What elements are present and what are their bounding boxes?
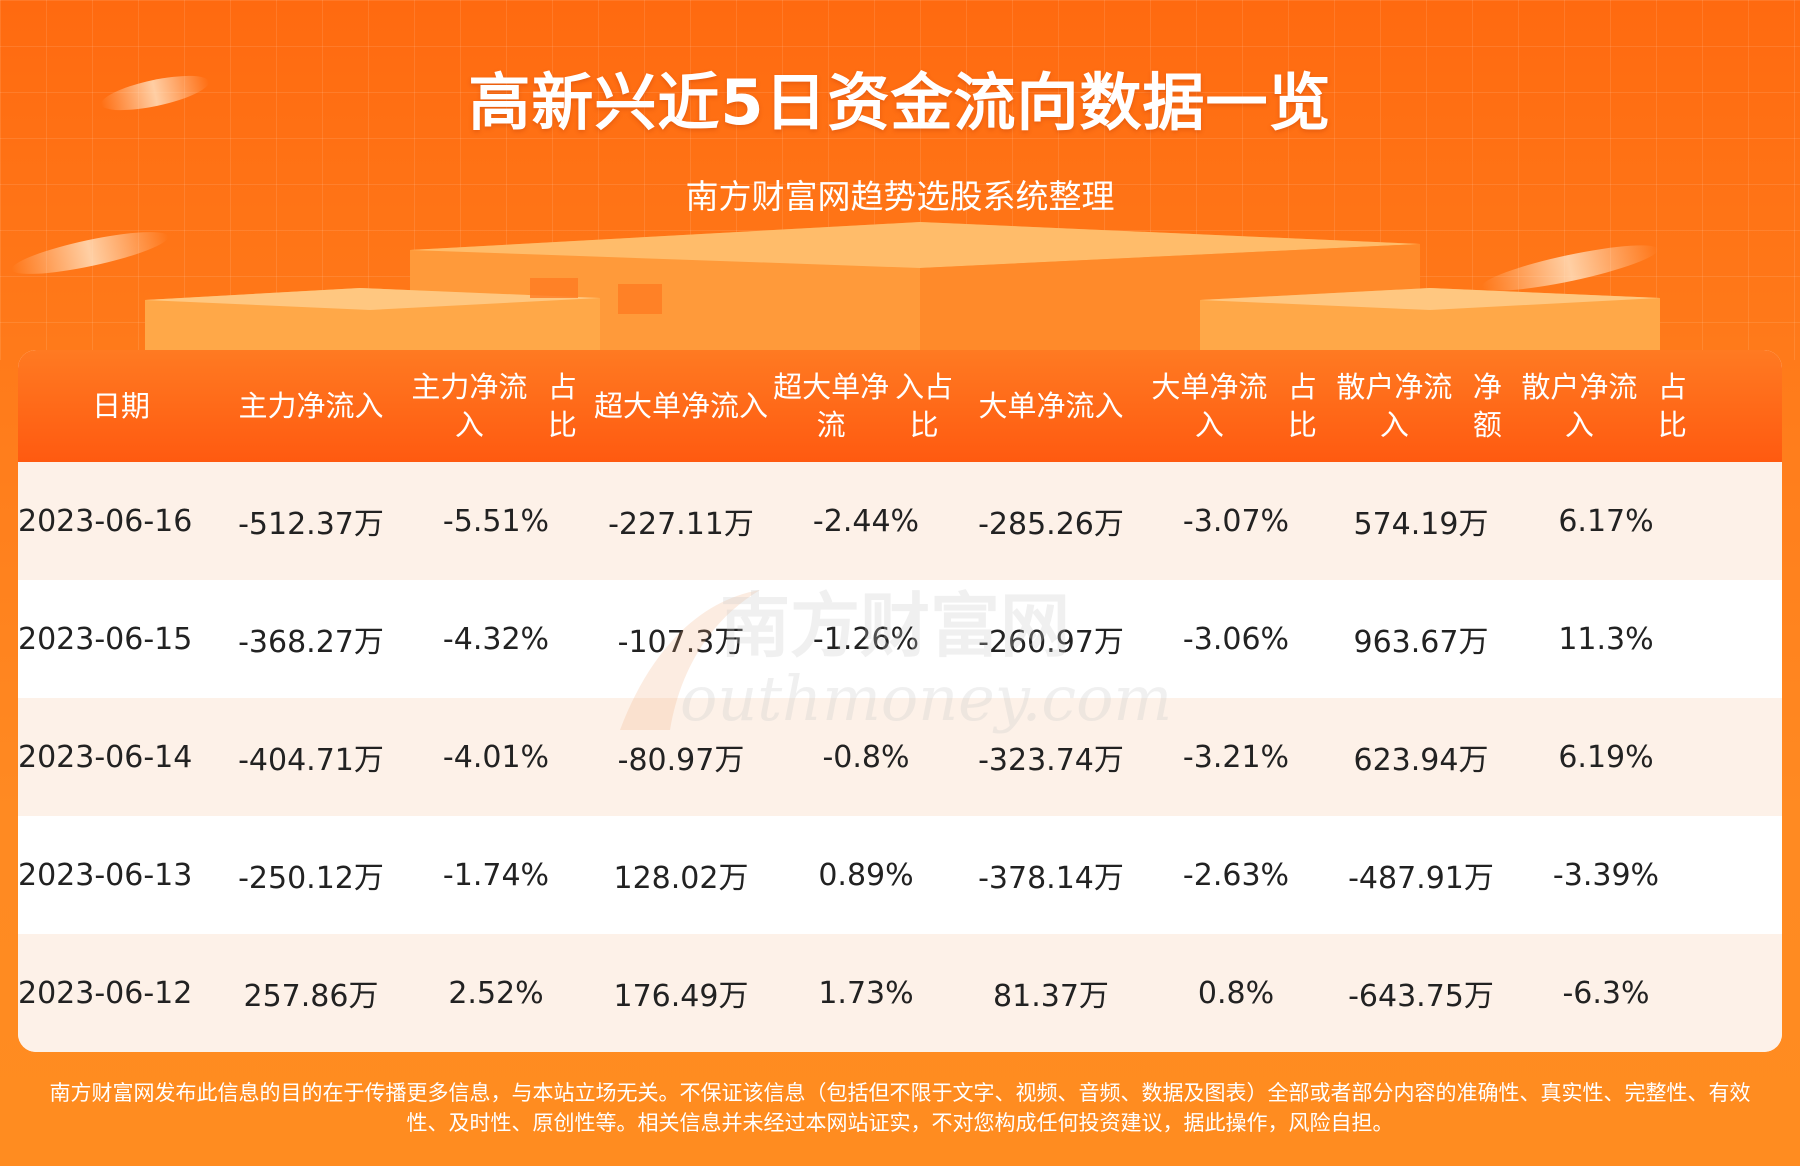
- table-cell-date: 2023-06-12: [18, 975, 193, 1011]
- table-cell: -2.44%: [812, 503, 920, 539]
- disclaimer: 南方财富网发布此信息的目的在于传播更多信息，与本站立场无关。不保证该信息（包括但…: [0, 1078, 1800, 1138]
- table-cell: -368.27万: [238, 625, 384, 660]
- table-cell: -0.8%: [822, 739, 910, 775]
- column-header: 散户净流入 占比: [1521, 370, 1687, 442]
- table-cell: 11.3%: [1558, 621, 1654, 657]
- table-cell: 81.37万: [993, 979, 1109, 1014]
- table-cell: 257.86万: [243, 979, 379, 1014]
- column-header: 大单净流入 占比: [1151, 370, 1317, 442]
- column-header: 日期: [91, 389, 150, 423]
- column-header: 大单净流入: [978, 389, 1124, 423]
- table-row: 2023-06-13 -250.12万 -1.74% 128.02万 0.89%…: [18, 816, 1782, 934]
- disclaimer-line: 性、及时性、原创性等。相关信息并未经过本网站证实，不对您构成任何投资建议，据此操…: [406, 1111, 1394, 1135]
- table-cell: 963.67万: [1353, 625, 1489, 660]
- table-cell: -4.32%: [442, 621, 550, 657]
- table-cell: 176.49万: [613, 979, 749, 1014]
- table-cell: -285.26万: [978, 507, 1124, 542]
- table-cell: -3.07%: [1182, 503, 1290, 539]
- table-cell: -487.91万: [1348, 861, 1494, 896]
- table-cell: -3.39%: [1552, 857, 1660, 893]
- table-cell: -4.01%: [442, 739, 550, 775]
- table-cell-date: 2023-06-14: [18, 739, 193, 775]
- table-cell: -5.51%: [442, 503, 550, 539]
- table-row: 2023-06-16 -512.37万 -5.51% -227.11万 -2.4…: [18, 462, 1782, 580]
- table-cell: -6.3%: [1562, 975, 1650, 1011]
- table-cell: 2.52%: [448, 975, 544, 1011]
- table-cell: -3.06%: [1182, 621, 1290, 657]
- table-cell: -643.75万: [1348, 979, 1494, 1014]
- table-cell-date: 2023-06-15: [18, 621, 193, 657]
- page-subtitle: 南方财富网趋势选股系统整理: [685, 177, 1115, 216]
- table-cell: -2.63%: [1182, 857, 1290, 893]
- column-header: 超大单净流 入占比: [773, 370, 954, 442]
- table-cell: 574.19万: [1353, 507, 1489, 542]
- table-row: 2023-06-12 257.86万 2.52% 176.49万 1.73% 8…: [18, 934, 1782, 1052]
- column-header: 主力净流入: [238, 389, 384, 423]
- table-cell: -3.21%: [1182, 739, 1290, 775]
- page-title: 高新兴近5日资金流向数据一览: [468, 66, 1332, 139]
- disclaimer-line: 南方财富网发布此信息的目的在于传播更多信息，与本站立场无关。不保证该信息（包括但…: [49, 1081, 1751, 1105]
- table-header-row: 日期 主力净流入 主力净流入 占比 超大单净流入 超大单净流 入占比 大单净流入 大…: [18, 350, 1782, 462]
- table-cell: 128.02万: [613, 861, 749, 896]
- table-cell: 623.94万: [1353, 743, 1489, 778]
- table-cell: -1.26%: [812, 621, 920, 657]
- column-header: 超大单净流入: [593, 389, 769, 423]
- table-cell: 0.89%: [818, 857, 914, 893]
- table-cell: -260.97万: [978, 625, 1124, 660]
- table-row: 2023-06-15 -368.27万 -4.32% -107.3万 -1.26…: [18, 580, 1782, 698]
- table-cell: 0.8%: [1197, 975, 1275, 1011]
- column-header: 主力净流入 占比: [411, 370, 577, 442]
- podium-decoration: [145, 222, 1660, 350]
- table-cell: -80.97万: [617, 743, 745, 778]
- table-row: 2023-06-14 -404.71万 -4.01% -80.97万 -0.8%…: [18, 698, 1782, 816]
- table-cell: -227.11万: [608, 507, 754, 542]
- table-cell: -404.71万: [238, 743, 384, 778]
- fund-flow-table: 日期 主力净流入 主力净流入 占比 超大单净流入 超大单净流 入占比 大单净流入 大…: [18, 350, 1782, 1052]
- table-cell-date: 2023-06-13: [18, 857, 193, 893]
- column-header: 散户净流入 净额: [1336, 370, 1502, 442]
- table-cell: -1.74%: [442, 857, 550, 893]
- table-cell-date: 2023-06-16: [18, 503, 193, 539]
- table-cell: 1.73%: [818, 975, 914, 1011]
- table-cell: -512.37万: [238, 507, 384, 542]
- table-cell: -107.3万: [617, 625, 745, 660]
- table-cell: -378.14万: [978, 861, 1124, 896]
- table-cell: 6.17%: [1558, 503, 1654, 539]
- table-cell: -250.12万: [238, 861, 384, 896]
- table-cell: -323.74万: [978, 743, 1124, 778]
- table-cell: 6.19%: [1558, 739, 1654, 775]
